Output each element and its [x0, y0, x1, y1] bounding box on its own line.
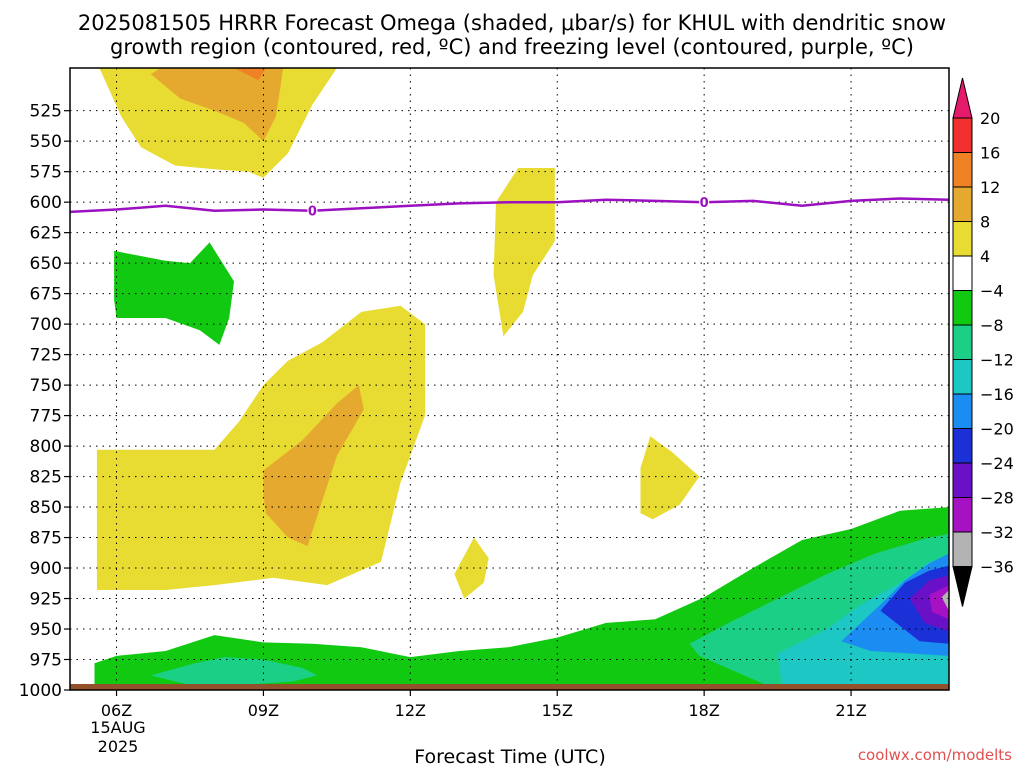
plot-frame [69, 67, 950, 691]
x-tick-label: 18Z [688, 701, 719, 720]
chart-title-line-1: 2025081505 HRRR Forecast Omega (shaded, … [78, 11, 946, 35]
y-tick-label: 900 [30, 559, 62, 579]
x-tick-label: 09Z [248, 701, 279, 720]
freezing-level-label: 0 [308, 205, 317, 220]
y-tick-label: 625 [30, 224, 62, 244]
omega-region-4-3 [96, 305, 426, 590]
colorbar-segment [952, 186, 973, 222]
ground-strip [70, 684, 949, 690]
chart-title-line-2: growth region (contoured, red, ºC) and f… [110, 35, 914, 59]
y-tick-label: 575 [30, 163, 62, 183]
omega-region-4-7 [640, 436, 700, 520]
colorbar-label: −8 [980, 316, 1004, 335]
omega-region-12-2 [234, 68, 271, 81]
freezing-level-label-bg [699, 195, 710, 210]
y-tick-label: 525 [30, 102, 62, 122]
credit-text: coolwx.com/modelts [858, 746, 1012, 764]
colorbar-label: 20 [980, 109, 1000, 128]
colorbar-label: −16 [980, 385, 1014, 404]
x-tick-label: 06Z [101, 701, 132, 720]
omega-shading [94, 68, 949, 690]
colorbar-label: −20 [980, 420, 1014, 439]
y-tick-label: 600 [30, 193, 62, 213]
colorbar-label: −4 [980, 282, 1004, 301]
omega-region-4-5 [454, 537, 489, 599]
omega-region-8-1 [150, 68, 283, 142]
omega-region-neg8-10 [150, 657, 318, 686]
y-tick-label: 975 [30, 651, 62, 671]
y-tick-label: 950 [30, 620, 62, 640]
colorbar-segment [952, 393, 973, 429]
omega-region-neg24-15 [909, 575, 949, 632]
ground-layer [70, 684, 949, 690]
x-axis-date-label: 15AUG [90, 718, 145, 737]
y-tick-label: 800 [30, 437, 62, 457]
colorbar-segment [952, 359, 973, 395]
x-axis-year-label: 2025 [98, 737, 139, 756]
colorbar-label: −24 [980, 454, 1014, 473]
freezing-level-contour: 00 [69, 195, 950, 220]
omega-region-neg28-16 [929, 585, 949, 620]
colorbar-label: 4 [980, 247, 990, 266]
y-axis: 525 550 575 600 625 650 675 700 725 750 775 800 825 8… [19, 102, 70, 701]
colorbar-label: −12 [980, 351, 1014, 370]
y-tick-label: 700 [30, 315, 62, 335]
freezing-level-label: 0 [700, 196, 709, 211]
x-tick-label: 15Z [542, 701, 573, 720]
colorbar-segment [952, 428, 973, 464]
colorbar-segment [952, 221, 973, 257]
colorbar-segment [952, 290, 973, 326]
y-tick-label: 875 [30, 529, 62, 549]
colorbar-bottom-triangle [952, 566, 973, 607]
freezing-level-label-bg [307, 203, 318, 218]
colorbar-top-triangle [952, 77, 973, 119]
colorbar-segment [952, 462, 973, 498]
colorbar-label: 8 [980, 213, 990, 232]
colorbar-segment [952, 497, 973, 533]
x-axis-title: Forecast Time (UTC) [414, 746, 605, 768]
omega-region-4-0 [99, 68, 342, 178]
colorbar-label: 16 [980, 144, 1000, 163]
x-axis: 06Z 09Z 12Z 15Z 18Z 21Z [101, 690, 867, 720]
x-tick-label: 12Z [395, 701, 426, 720]
y-tick-label: 675 [30, 285, 62, 305]
colorbar-label: −28 [980, 489, 1014, 508]
y-tick-label: 1000 [19, 681, 62, 701]
colorbar-label: −36 [980, 558, 1014, 577]
y-tick-label: 725 [30, 346, 62, 366]
colorbar-label: 12 [980, 178, 1000, 197]
y-tick-label: 925 [30, 590, 62, 610]
x-tick-label: 21Z [835, 701, 866, 720]
y-tick-label: 750 [30, 376, 62, 396]
colorbar: 20 16 12 8 4 −4 −8 −12 −16 −20 −24 −28 −32 −36 [952, 77, 1014, 607]
colorbar-segment [952, 324, 973, 360]
colorbar-segment [952, 117, 973, 153]
colorbar-segment [952, 152, 973, 188]
y-tick-label: 850 [30, 498, 62, 518]
y-tick-label: 825 [30, 468, 62, 488]
y-tick-label: 550 [30, 132, 62, 152]
omega-region-neg32-17 [941, 590, 949, 611]
omega-region-8-4 [263, 385, 364, 547]
freezing-level-line [69, 197, 950, 214]
colorbar-label: −32 [980, 523, 1014, 542]
y-tick-label: 650 [30, 254, 62, 274]
y-tick-label: 775 [30, 407, 62, 427]
colorbar-segment [952, 255, 973, 291]
omega-region-4-6 [493, 168, 555, 337]
colorbar-segment [952, 531, 973, 567]
